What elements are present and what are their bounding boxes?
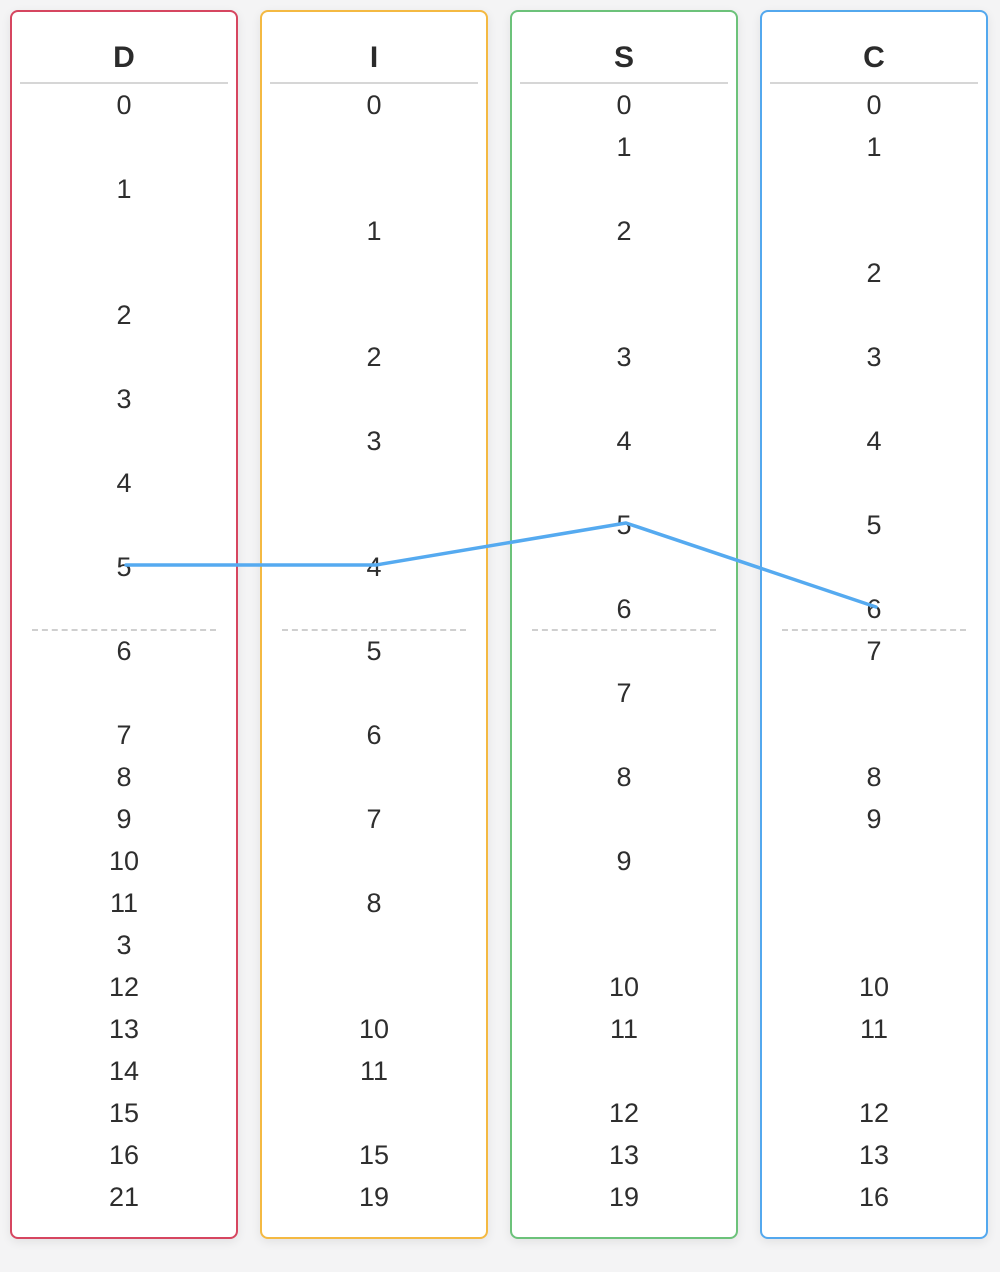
value-cell-i-10: 11 (359, 1056, 389, 1086)
value-cell-c-6: 6 (866, 594, 882, 624)
value-cell-i-11: 15 (358, 1140, 390, 1170)
value-cell-d-16: 15 (108, 1098, 140, 1128)
value-cell-c-8: 8 (866, 762, 882, 792)
value-cell-i-7: 7 (366, 804, 382, 834)
value-cell-s-4: 4 (616, 426, 632, 456)
value-cell-d-6: 6 (116, 636, 132, 666)
value-cell-d-15: 14 (108, 1056, 140, 1086)
value-cell-c-5: 5 (866, 510, 882, 540)
value-cell-s-1: 1 (616, 132, 632, 162)
value-cell-s-5: 5 (616, 510, 632, 540)
value-cell-d-14: 13 (108, 1014, 140, 1044)
value-cell-c-4: 4 (866, 426, 882, 456)
column-title-i: I (270, 36, 478, 84)
value-cell-c-3: 3 (866, 342, 882, 372)
value-cell-i-12: 19 (358, 1182, 390, 1212)
value-cell-s-6: 6 (616, 594, 632, 624)
value-cell-d-1: 1 (116, 174, 132, 204)
value-cell-s-2: 2 (616, 216, 632, 246)
value-cell-d-0: 0 (116, 90, 132, 120)
value-cell-d-7: 7 (116, 720, 132, 750)
value-cell-d-5: 5 (116, 552, 132, 582)
midline-divider (32, 629, 216, 631)
column-title-c: C (770, 36, 978, 84)
midline-divider (532, 629, 716, 631)
value-cell-d-17: 16 (108, 1140, 140, 1170)
value-cell-s-13: 13 (608, 1140, 640, 1170)
value-cell-s-10: 10 (608, 972, 640, 1002)
value-cell-s-8: 8 (616, 762, 632, 792)
value-cell-i-8: 8 (366, 888, 382, 918)
value-cell-d-10: 10 (108, 846, 140, 876)
value-cell-d-9: 9 (116, 804, 132, 834)
column-d: D 0 1 2 3 4 5 6 7 8 9 10 11 3 12 13 14 15 16 21 (10, 10, 238, 1239)
value-cell-i-3: 3 (366, 426, 382, 456)
value-cell-s-0: 0 (616, 90, 632, 120)
value-cell-s-12: 12 (608, 1098, 640, 1128)
value-cell-c-14: 16 (858, 1182, 890, 1212)
value-cell-c-11: 11 (859, 1014, 889, 1044)
value-cell-c-1: 1 (866, 132, 882, 162)
value-cell-d-8: 8 (116, 762, 132, 792)
value-cell-s-3: 3 (616, 342, 632, 372)
value-cell-s-11: 11 (609, 1014, 639, 1044)
value-cell-c-13: 13 (858, 1140, 890, 1170)
value-cell-s-7: 7 (616, 678, 632, 708)
value-cell-i-1: 1 (366, 216, 382, 246)
value-cell-d-13: 12 (108, 972, 140, 1002)
value-cell-i-4: 4 (366, 552, 382, 582)
value-cell-d-4: 4 (116, 468, 132, 498)
column-s: S 0 1 2 3 4 5 6 7 8 9 10 11 12 13 19 (510, 10, 738, 1239)
value-cell-d-3: 3 (116, 384, 132, 414)
value-cell-c-0: 0 (866, 90, 882, 120)
value-cell-d-11: 11 (109, 888, 139, 918)
column-c: C 0 1 2 3 4 5 6 7 8 9 10 11 12 13 16 (760, 10, 988, 1239)
column-title-d: D (20, 36, 228, 84)
value-cell-i-2: 2 (366, 342, 382, 372)
value-cell-i-9: 10 (358, 1014, 390, 1044)
midline-divider (282, 629, 466, 631)
midline-divider (782, 629, 966, 631)
value-cell-i-6: 6 (366, 720, 382, 750)
value-cell-c-10: 10 (858, 972, 890, 1002)
value-cell-d-12: 3 (116, 930, 132, 960)
column-title-s: S (520, 36, 728, 84)
value-cell-c-2: 2 (866, 258, 882, 288)
value-cell-d-2: 2 (116, 300, 132, 330)
value-cell-s-9: 9 (616, 846, 632, 876)
value-cell-c-12: 12 (858, 1098, 890, 1128)
value-cell-i-0: 0 (366, 90, 382, 120)
value-cell-c-9: 9 (866, 804, 882, 834)
column-i: I 0 1 2 3 4 5 6 7 8 10 11 15 19 (260, 10, 488, 1239)
value-cell-d-18: 21 (108, 1182, 140, 1212)
value-cell-c-7: 7 (866, 636, 882, 666)
value-cell-s-14: 19 (608, 1182, 640, 1212)
value-cell-i-5: 5 (366, 636, 382, 666)
